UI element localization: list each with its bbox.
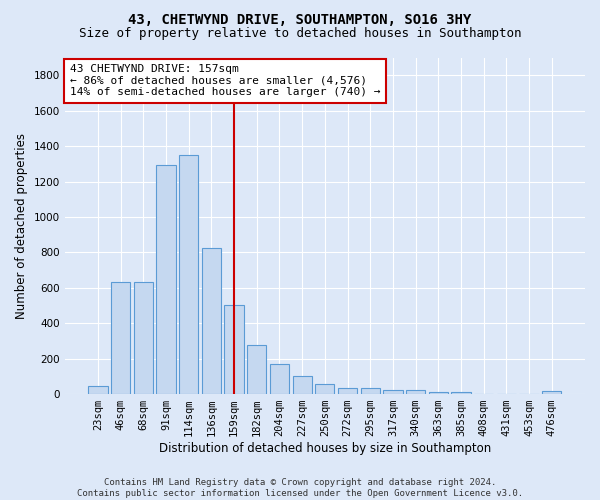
Text: 43 CHETWYND DRIVE: 157sqm
← 86% of detached houses are smaller (4,576)
14% of se: 43 CHETWYND DRIVE: 157sqm ← 86% of detac… bbox=[70, 64, 380, 98]
Bar bbox=[451, 392, 470, 394]
Bar bbox=[270, 364, 289, 394]
Bar bbox=[202, 248, 221, 394]
Bar bbox=[428, 392, 448, 394]
X-axis label: Distribution of detached houses by size in Southampton: Distribution of detached houses by size … bbox=[159, 442, 491, 455]
Bar bbox=[224, 304, 244, 394]
Bar bbox=[338, 388, 357, 394]
Bar bbox=[361, 388, 380, 394]
Bar bbox=[157, 164, 176, 394]
Text: Contains HM Land Registry data © Crown copyright and database right 2024.
Contai: Contains HM Land Registry data © Crown c… bbox=[77, 478, 523, 498]
Bar bbox=[247, 346, 266, 394]
Bar bbox=[383, 390, 403, 394]
Bar bbox=[315, 384, 334, 394]
Text: Size of property relative to detached houses in Southampton: Size of property relative to detached ho… bbox=[79, 28, 521, 40]
Bar bbox=[406, 390, 425, 394]
Bar bbox=[179, 155, 199, 394]
Bar bbox=[88, 386, 107, 394]
Text: 43, CHETWYND DRIVE, SOUTHAMPTON, SO16 3HY: 43, CHETWYND DRIVE, SOUTHAMPTON, SO16 3H… bbox=[128, 12, 472, 26]
Bar bbox=[111, 282, 130, 394]
Bar bbox=[134, 282, 153, 394]
Y-axis label: Number of detached properties: Number of detached properties bbox=[15, 133, 28, 319]
Bar bbox=[542, 392, 562, 394]
Bar bbox=[293, 376, 312, 394]
